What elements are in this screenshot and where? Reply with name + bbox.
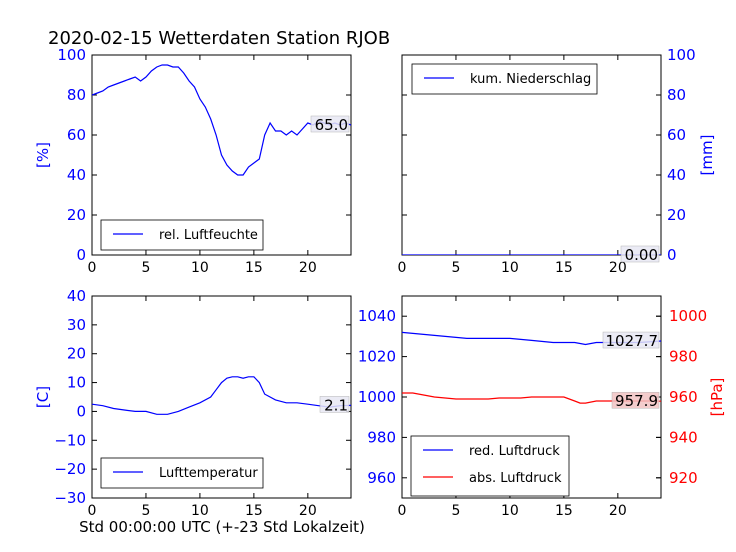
x-tick-label: 0 [398, 260, 407, 276]
y-tick-label: 0 [76, 402, 86, 420]
panel-humidity: 0 5 10 15 20 0 20 40 60 80 100 [%] 65.0 rel. Luftfeuc… [34, 46, 352, 276]
y-tick-label: 100 [667, 46, 696, 64]
y-tick-label: 60 [67, 126, 86, 144]
y-axis-label: [mm] [698, 135, 716, 176]
y-tick-label: 0 [667, 246, 677, 264]
value-label-box [310, 115, 350, 133]
plot-frame [91, 295, 352, 499]
x-tick-label: 0 [88, 503, 97, 519]
panel-pressure: 0 5 10 15 20 960 980 1000 1020 1040 920 940 960 980 10… [358, 295, 726, 519]
y-tick-label: 100 [57, 46, 86, 64]
value-label-box [620, 245, 660, 263]
x-tick-label: 15 [245, 260, 263, 276]
x-tick-label: 0 [398, 503, 407, 519]
figure-title: 2020-02-15 Wetterdaten Station RJOB [48, 28, 390, 49]
y-axis-label: [%] [34, 142, 52, 168]
value-label: 0.00 [625, 246, 658, 264]
y-tick-label: 20 [67, 345, 86, 363]
y-tick-label: 10 [67, 374, 86, 392]
legend-box [411, 63, 598, 95]
value-label: 2.1 [324, 396, 348, 414]
y-tick-label: 980 [367, 428, 396, 446]
y-right-tick-label: 920 [669, 469, 698, 487]
y-right-tick-label: 940 [669, 428, 698, 446]
plot-frame [91, 54, 352, 256]
x-tick-label: 5 [451, 503, 460, 519]
y-tick-label: 30 [67, 316, 86, 334]
x-tick-label: 20 [609, 503, 627, 519]
x-tick-label: 0 [88, 260, 97, 276]
y-tick-label: −10 [54, 431, 86, 449]
y-tick-label: 40 [67, 287, 86, 305]
y-tick-label: −30 [54, 489, 86, 507]
x-tick-label: 15 [555, 503, 573, 519]
legend-box [100, 219, 264, 251]
legend-box [100, 457, 264, 489]
series-line-1 [92, 64, 351, 176]
value-label-box [319, 396, 350, 413]
y-axis-label: [hPa] [708, 378, 726, 417]
x-tick-label: 10 [191, 260, 209, 276]
y-tick-label: 40 [67, 166, 86, 184]
y-tick-label: 60 [667, 126, 686, 144]
series-line-1 [92, 376, 351, 415]
legend-label-1: kum. Niederschlag [470, 72, 591, 87]
panel-temperature: 0 5 10 15 20 −30 −20 −10 0 10 20 30 40 [C] 2.1 Lufttemp… [34, 287, 352, 519]
value-label-box [602, 331, 660, 349]
y-tick-label: 40 [667, 166, 686, 184]
figure-xlabel: Std 00:00:00 UTC (+-23 Std Lokalzeit) [79, 518, 365, 536]
y-tick-label: 1040 [358, 307, 396, 325]
y-right-tick-label: 960 [669, 388, 698, 406]
y-tick-label: 960 [367, 469, 396, 487]
legend-label-1: Lufttemperatur [159, 466, 258, 481]
y-tick-label: 1020 [358, 348, 396, 366]
panel-precipitation: 0 5 10 15 20 0 20 40 60 80 100 [mm] 0.00 kum. Nieders… [398, 46, 716, 276]
y-tick-label: 1000 [358, 388, 396, 406]
x-tick-label: 20 [299, 260, 317, 276]
legend-label-1: red. Luftdruck [469, 444, 560, 459]
value-label: 957.9 [615, 392, 658, 410]
value-label: 1027.7 [606, 332, 659, 350]
y-tick-label: 80 [667, 86, 686, 104]
value-label-box [611, 391, 660, 409]
x-tick-label: 10 [191, 503, 209, 519]
legend-label-1: rel. Luftfeuchte [159, 228, 258, 243]
y-tick-label: 20 [667, 206, 686, 224]
x-tick-label: 10 [501, 503, 519, 519]
x-tick-label: 5 [451, 260, 460, 276]
y-tick-label: 80 [67, 86, 86, 104]
x-tick-label: 15 [245, 503, 263, 519]
y-tick-label: 20 [67, 206, 86, 224]
x-tick-label: 15 [555, 260, 573, 276]
value-label: 65.0 [315, 116, 348, 134]
y-tick-label: −20 [54, 460, 86, 478]
x-tick-label: 10 [501, 260, 519, 276]
legend-label-2: abs. Luftdruck [469, 471, 562, 486]
y-tick-label: 0 [76, 246, 86, 264]
x-tick-label: 5 [141, 503, 150, 519]
legend-box [410, 435, 570, 497]
y-right-tick-label: 1000 [669, 307, 707, 325]
y-axis-label: [C] [34, 386, 52, 408]
y-right-tick-label: 980 [669, 348, 698, 366]
x-tick-label: 5 [141, 260, 150, 276]
x-tick-label: 20 [299, 503, 317, 519]
x-tick-label: 20 [609, 260, 627, 276]
